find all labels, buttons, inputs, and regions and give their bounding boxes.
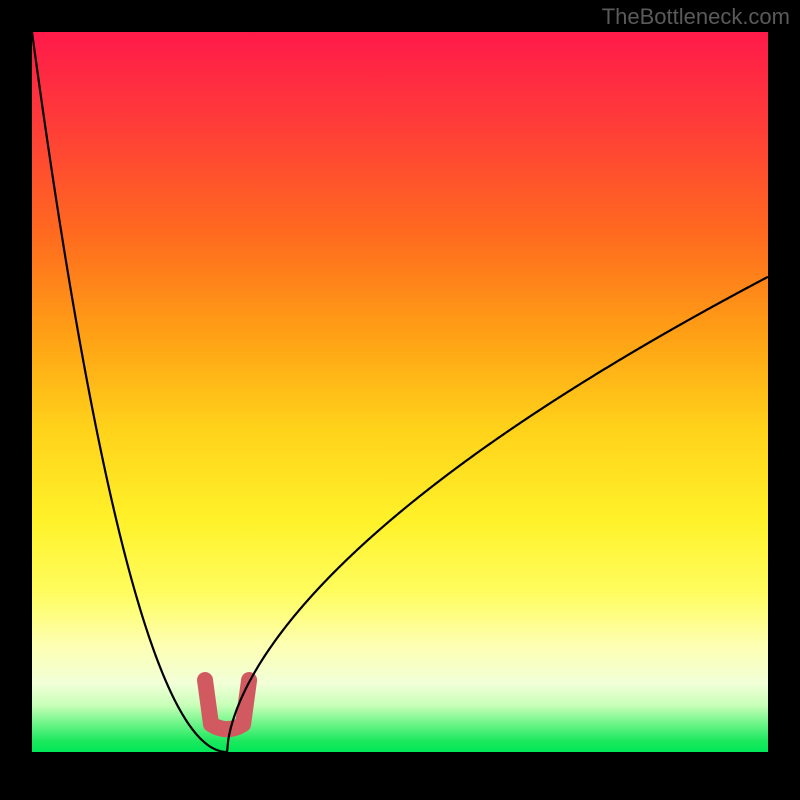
bottleneck-chart [0,0,800,800]
watermark-text: TheBottleneck.com [602,4,790,30]
chart-container: TheBottleneck.com [0,0,800,800]
